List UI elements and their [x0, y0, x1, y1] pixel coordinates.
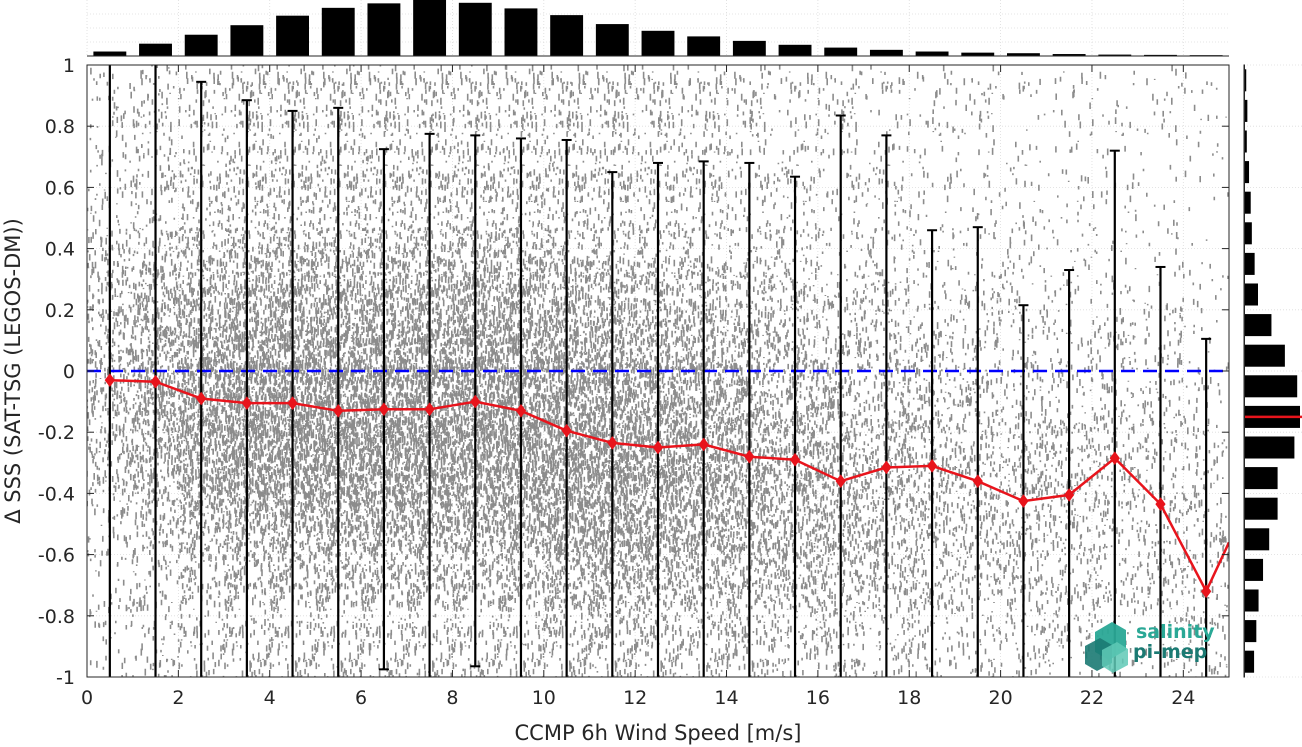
x-tick-label: 22: [1080, 687, 1104, 709]
x-histogram-bar: [550, 15, 583, 56]
figure: 0 2 4 6 8 10 12 14 16 18 20 22 24 -1-0.8-0.6-0.4-0.2…: [0, 0, 1302, 747]
x-tick-label: 20: [989, 687, 1013, 709]
y-tick-label: -0.2: [38, 422, 75, 444]
logo-line-1: salinity: [1136, 621, 1215, 643]
y-tick-label: -0.4: [38, 483, 75, 505]
y-histogram-bar: [1244, 283, 1258, 305]
y-marginal-histogram: [1244, 65, 1302, 677]
x-tick-label: 16: [806, 687, 830, 709]
x-tick-label: 18: [897, 687, 921, 709]
x-tick-label: 2: [172, 687, 184, 709]
x-histogram-bar: [505, 8, 538, 56]
logo-line-2: pi-mep: [1133, 641, 1207, 663]
x-axis-label: CCMP 6h Wind Speed [m/s]: [515, 721, 802, 745]
x-tick-label: 0: [81, 687, 93, 709]
x-tick-label: 6: [355, 687, 367, 709]
y-histogram-bar: [1244, 253, 1255, 275]
x-histogram-bar: [367, 3, 400, 56]
y-histogram-bar: [1244, 559, 1263, 581]
x-histogram-bar: [961, 53, 994, 56]
y-tick-label: 0.6: [45, 177, 75, 199]
x-histogram-bar: [596, 24, 629, 56]
x-histogram-bar: [93, 52, 126, 56]
x-histogram-bar: [916, 52, 949, 56]
x-histogram-bar: [139, 44, 172, 56]
mean-point: [1019, 495, 1028, 507]
y-histogram-bar: [1244, 222, 1252, 244]
mean-point: [1065, 489, 1074, 501]
y-tick-label: 0.4: [45, 239, 75, 261]
y-histogram-bar: [1244, 589, 1259, 611]
x-tick-label: 12: [623, 687, 647, 709]
x-histogram-bar: [733, 41, 766, 56]
y-tick-label: 0.8: [45, 116, 75, 138]
y-tick-label: -1: [56, 667, 75, 689]
mean-point: [105, 374, 114, 386]
x-tick-label: 14: [714, 687, 738, 709]
x-histogram-bar: [779, 45, 812, 56]
cube-logo-icon: [1085, 622, 1128, 673]
x-histogram-bar: [322, 8, 355, 56]
x-histogram-bar: [230, 25, 263, 56]
y-histogram-bar: [1244, 467, 1278, 489]
y-histogram-bar: [1244, 651, 1254, 673]
y-tick-label: -0.6: [38, 545, 75, 567]
y-histogram-bar: [1244, 620, 1256, 642]
x-histogram-bar: [459, 3, 492, 56]
main-scatter-axes: 0 2 4 6 8 10 12 14 16 18 20 22 24 -1-0.8-0.6-0.4-0.2…: [1, 34, 1229, 745]
x-histogram-bar: [642, 31, 675, 56]
y-histogram-bar: [1244, 528, 1269, 550]
x-histogram-bar: [824, 48, 857, 56]
y-axis-label: Δ SSS (SAT-TSG (LEGOS-DM)): [1, 218, 25, 524]
y-tick-label: 1: [63, 55, 75, 77]
y-histogram-bar: [1244, 192, 1251, 214]
x-histogram-bar: [276, 16, 309, 56]
x-marginal-histogram: [87, 0, 1229, 56]
x-tick-label: 10: [532, 687, 556, 709]
y-tick-label: 0: [63, 361, 75, 383]
x-tick-label: 8: [446, 687, 458, 709]
x-tick-label: 4: [264, 687, 276, 709]
x-histogram-bar: [413, 0, 446, 56]
x-tick-label: 24: [1171, 687, 1195, 709]
x-histogram-bar: [185, 35, 218, 56]
y-histogram-bar: [1244, 375, 1297, 397]
mean-point: [928, 460, 937, 472]
y-tick-label: -0.8: [38, 606, 75, 628]
y-histogram-bar: [1244, 314, 1271, 336]
y-histogram-bar: [1244, 436, 1294, 458]
y-tick-label: 0.2: [45, 300, 75, 322]
x-histogram-bar: [687, 36, 720, 56]
x-histogram-bar: [870, 50, 903, 56]
y-marginal-frame: [1244, 65, 1245, 677]
y-histogram-bar: [1244, 345, 1285, 367]
y-histogram-bar: [1244, 498, 1278, 520]
